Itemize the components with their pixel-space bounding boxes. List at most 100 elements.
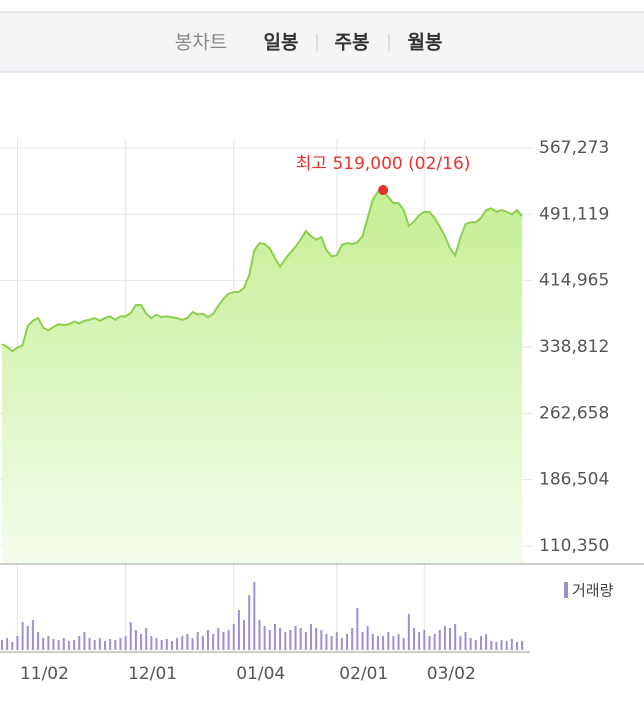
y-tick-label: 414,965: [539, 271, 609, 291]
volume-bar: [165, 639, 168, 650]
volume-bar: [243, 620, 246, 650]
volume-bar: [62, 638, 65, 650]
max-label: 최고 519,000 (02/16): [296, 154, 471, 174]
x-tick-label: 03/02: [427, 664, 476, 684]
volume-bar: [67, 641, 70, 650]
volume-bar: [176, 638, 179, 650]
area: [2, 190, 523, 563]
volume-bar: [376, 636, 379, 650]
volume-bar: [186, 634, 189, 650]
volume-bar: [294, 626, 297, 650]
volume-bar: [433, 634, 436, 650]
volume-bar: [217, 628, 220, 650]
volume-bar: [145, 628, 148, 650]
volume-bar: [361, 632, 364, 650]
y-tick-label: 491,119: [539, 204, 609, 224]
volume-bar: [330, 636, 333, 650]
x-tick-label: 11/02: [20, 664, 69, 684]
volume-bar: [26, 626, 29, 650]
volume-bar: [443, 626, 446, 650]
volume-bar: [304, 632, 307, 650]
volume-bar: [315, 628, 318, 650]
volume-bar: [1, 640, 3, 650]
volume-bar: [413, 628, 415, 650]
volume-bar: [371, 634, 374, 650]
volume-bar: [469, 638, 472, 650]
volume-bar: [479, 636, 482, 650]
volume-bar: [325, 634, 328, 650]
volume-bar: [366, 626, 369, 650]
volume-bar: [382, 636, 385, 650]
volume-bar: [21, 622, 24, 650]
volume-bar: [258, 620, 261, 650]
volume-bar: [73, 640, 76, 650]
volume-bar: [119, 638, 122, 650]
volume-bar: [284, 632, 287, 650]
volume-bar: [160, 640, 163, 650]
volume-bar: [47, 636, 50, 650]
volume-bar: [268, 630, 271, 650]
volume-bar: [222, 632, 225, 650]
volume-bar: [31, 620, 34, 650]
volume-bar: [6, 638, 9, 650]
volume-bar: [299, 628, 302, 650]
volume-bar: [505, 641, 508, 650]
legend-label: 거래량: [572, 582, 614, 600]
volume-bar: [346, 634, 349, 650]
y-tick-label: 567,273: [539, 138, 609, 158]
volume-bar: [438, 630, 441, 650]
volume-bar: [170, 641, 173, 650]
volume-bar: [279, 628, 282, 650]
volume-bar: [109, 639, 112, 650]
volume-bar: [78, 636, 81, 650]
volume-bar: [37, 632, 40, 650]
volume-bar: [423, 630, 426, 650]
volume-bar: [150, 636, 153, 650]
volume-bar: [402, 638, 405, 650]
volume-bar: [42, 638, 45, 650]
volume-bar: [124, 636, 127, 650]
y-tick-label: 338,812: [539, 337, 609, 357]
volume-bar: [232, 624, 235, 650]
volume-bar: [129, 622, 132, 650]
volume-bar: [464, 632, 467, 650]
volume-bar: [516, 642, 518, 650]
volume-bar: [88, 638, 91, 650]
volume-bar: [500, 640, 503, 650]
volume-bar: [237, 610, 240, 650]
volume-bar: [57, 640, 60, 650]
tab[interactable]: 일봉: [264, 32, 299, 54]
volume-bar: [387, 632, 390, 650]
volume-bar: [495, 642, 498, 650]
volume-bar: [134, 630, 137, 650]
volume-bar: [397, 634, 400, 650]
volume-bar: [428, 636, 431, 650]
volume-bar: [418, 632, 421, 650]
y-tick-label: 262,658: [539, 403, 609, 423]
y-tick-label: 110,350: [539, 536, 609, 556]
volume-bar: [212, 634, 215, 650]
volume-bar: [521, 641, 524, 650]
max-point: [378, 185, 389, 196]
x-tick-label: 01/04: [236, 664, 285, 684]
volume-bar: [407, 614, 410, 650]
volume-bar: [114, 640, 117, 650]
volume-bar: [320, 630, 323, 650]
volume-bar: [490, 641, 493, 650]
volume-bar: [11, 642, 14, 650]
volume-bar: [191, 638, 194, 650]
volume-bar: [454, 624, 457, 650]
volume-bar: [83, 632, 86, 650]
volume-bar: [485, 634, 488, 650]
volume-bar: [449, 628, 452, 650]
tab[interactable]: 월봉: [408, 32, 443, 54]
volume-bar: [201, 636, 204, 650]
volume-bar: [104, 641, 106, 650]
volume-bar: [16, 636, 19, 650]
tab[interactable]: 주봉: [335, 32, 370, 54]
volume-bar: [459, 636, 462, 650]
tab[interactable]: 봉차트: [175, 32, 227, 54]
tab-bar: [0, 11, 644, 73]
